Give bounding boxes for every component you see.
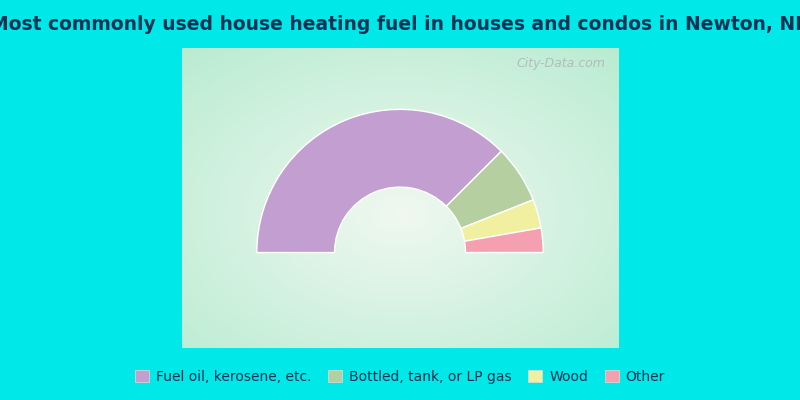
Legend: Fuel oil, kerosene, etc., Bottled, tank, or LP gas, Wood, Other: Fuel oil, kerosene, etc., Bottled, tank,… <box>131 366 669 388</box>
Wedge shape <box>461 200 541 241</box>
Wedge shape <box>446 151 533 228</box>
Text: Most commonly used house heating fuel in houses and condos in Newton, NH: Most commonly used house heating fuel in… <box>0 14 800 34</box>
Text: City-Data.com: City-Data.com <box>516 57 605 70</box>
Wedge shape <box>465 228 543 252</box>
Wedge shape <box>257 109 502 252</box>
